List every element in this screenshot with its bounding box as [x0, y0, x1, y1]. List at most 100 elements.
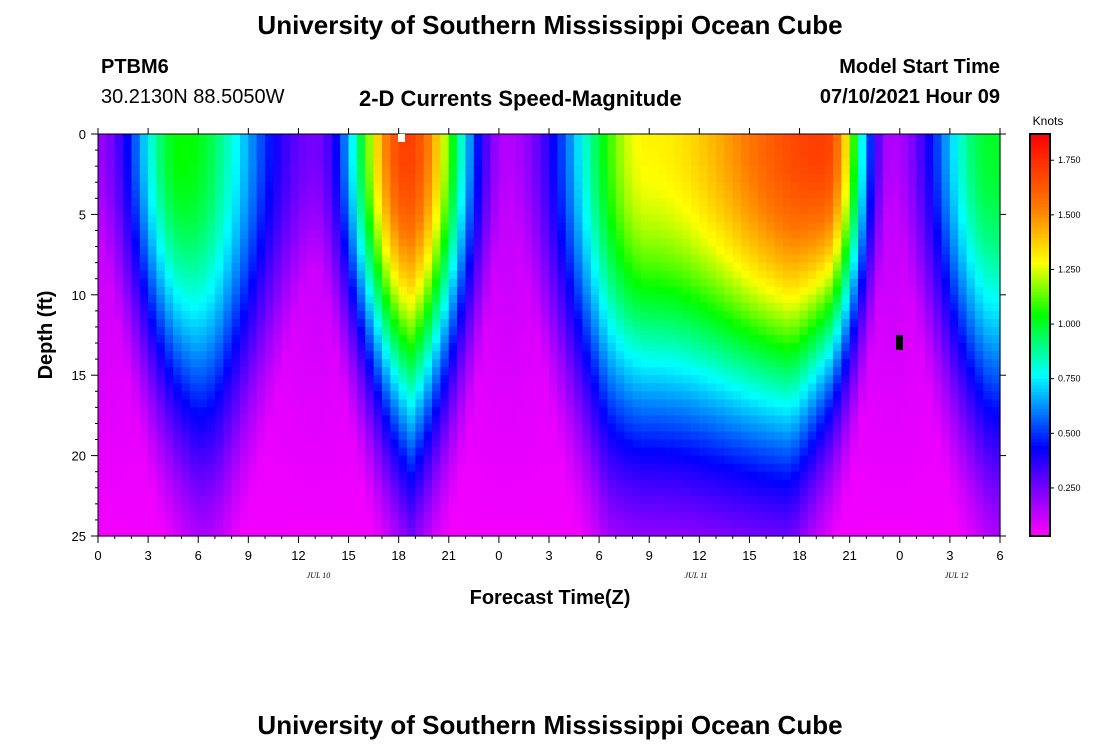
heat-cell — [908, 174, 918, 183]
heat-cell — [791, 439, 801, 449]
heat-cell — [390, 359, 400, 368]
heat-cell — [690, 423, 700, 433]
heat-cell — [298, 503, 308, 513]
heat-cell — [398, 463, 408, 473]
heat-cell — [515, 367, 525, 376]
heat-cell — [716, 238, 725, 248]
heat-cell — [883, 326, 893, 336]
heat-cell — [123, 174, 133, 183]
heat-cell — [540, 262, 550, 272]
heat-cell — [398, 431, 408, 441]
heat-cell — [832, 407, 842, 416]
heat-cell — [340, 383, 350, 392]
heat-cell — [590, 326, 600, 336]
heat-cell — [532, 302, 542, 312]
heat-cell — [248, 415, 258, 425]
heat-cell — [908, 206, 918, 215]
heat-cell — [582, 166, 592, 175]
heat-cell — [724, 351, 734, 360]
heat-cell — [331, 310, 341, 320]
heat-cell — [774, 262, 784, 272]
heat-cell — [858, 174, 867, 183]
heat-cell — [574, 246, 584, 256]
heat-cell — [515, 471, 525, 481]
heat-cell — [114, 222, 124, 232]
heat-cell — [749, 246, 759, 256]
heat-cell — [390, 391, 400, 400]
heat-cell — [273, 326, 283, 336]
heat-cell — [139, 262, 149, 272]
heat-cell — [390, 318, 400, 328]
heat-cell — [916, 407, 926, 416]
heat-cell — [657, 391, 667, 400]
heat-cell — [716, 166, 725, 175]
heat-cell — [356, 150, 366, 159]
heat-cell — [423, 254, 433, 264]
heat-cell — [390, 190, 400, 199]
heat-cell — [849, 238, 859, 248]
heat-cell — [131, 431, 141, 441]
heat-cell — [348, 383, 358, 392]
heat-cell — [340, 527, 350, 537]
heat-cell — [114, 262, 124, 272]
heat-cell — [390, 351, 400, 360]
heat-cell — [607, 335, 617, 344]
heat-cell — [248, 182, 258, 191]
heat-cell — [657, 134, 667, 143]
heat-cell — [156, 134, 166, 143]
heat-cell — [791, 455, 801, 465]
heat-cell — [557, 391, 567, 400]
heat-cell — [181, 166, 191, 175]
heat-cell — [365, 383, 375, 392]
heat-cell — [741, 391, 751, 400]
heat-cell — [574, 150, 584, 159]
heat-cell — [340, 487, 350, 497]
heat-cell — [899, 407, 909, 416]
heat-cell — [298, 302, 308, 312]
heat-cell — [757, 134, 767, 143]
heat-cell — [699, 326, 709, 336]
heat-cell — [315, 511, 325, 521]
heat-cell — [298, 214, 308, 224]
heat-cell — [549, 423, 558, 433]
heat-cell — [498, 214, 508, 224]
heat-cell — [181, 455, 191, 465]
heat-cell — [98, 383, 107, 392]
heat-cell — [791, 238, 801, 248]
heat-cell — [98, 230, 107, 240]
heat-cell — [189, 238, 199, 248]
heat-cell — [373, 214, 383, 224]
heat-cell — [473, 527, 483, 537]
heat-cell — [106, 407, 116, 416]
heat-cell — [457, 343, 467, 352]
heat-cell — [407, 198, 416, 207]
heat-cell — [265, 254, 274, 264]
heat-cell — [515, 278, 525, 288]
heat-cell — [98, 487, 107, 497]
heat-cell — [448, 511, 458, 521]
heat-cell — [858, 158, 867, 167]
heat-cell — [624, 367, 634, 376]
heat-cell — [148, 455, 158, 465]
heat-cell — [490, 511, 500, 521]
heat-cell — [841, 286, 851, 296]
heat-cell — [315, 294, 325, 304]
heat-cell — [749, 511, 759, 521]
heat-cell — [348, 246, 358, 256]
heat-cell — [665, 519, 675, 529]
heat-cell — [365, 471, 375, 481]
heat-cell — [265, 198, 274, 207]
heat-cell — [774, 415, 784, 425]
heat-cell — [214, 286, 224, 296]
heat-cell — [440, 359, 450, 368]
heat-cell — [924, 447, 934, 457]
heat-cell — [690, 310, 700, 320]
heat-cell — [749, 190, 759, 199]
heat-cell — [131, 150, 141, 159]
heat-cell — [265, 471, 274, 481]
heat-cell — [807, 503, 817, 513]
heat-cell — [824, 158, 834, 167]
heat-cell — [732, 495, 742, 505]
heat-cell — [290, 302, 300, 312]
heat-cell — [373, 198, 383, 207]
